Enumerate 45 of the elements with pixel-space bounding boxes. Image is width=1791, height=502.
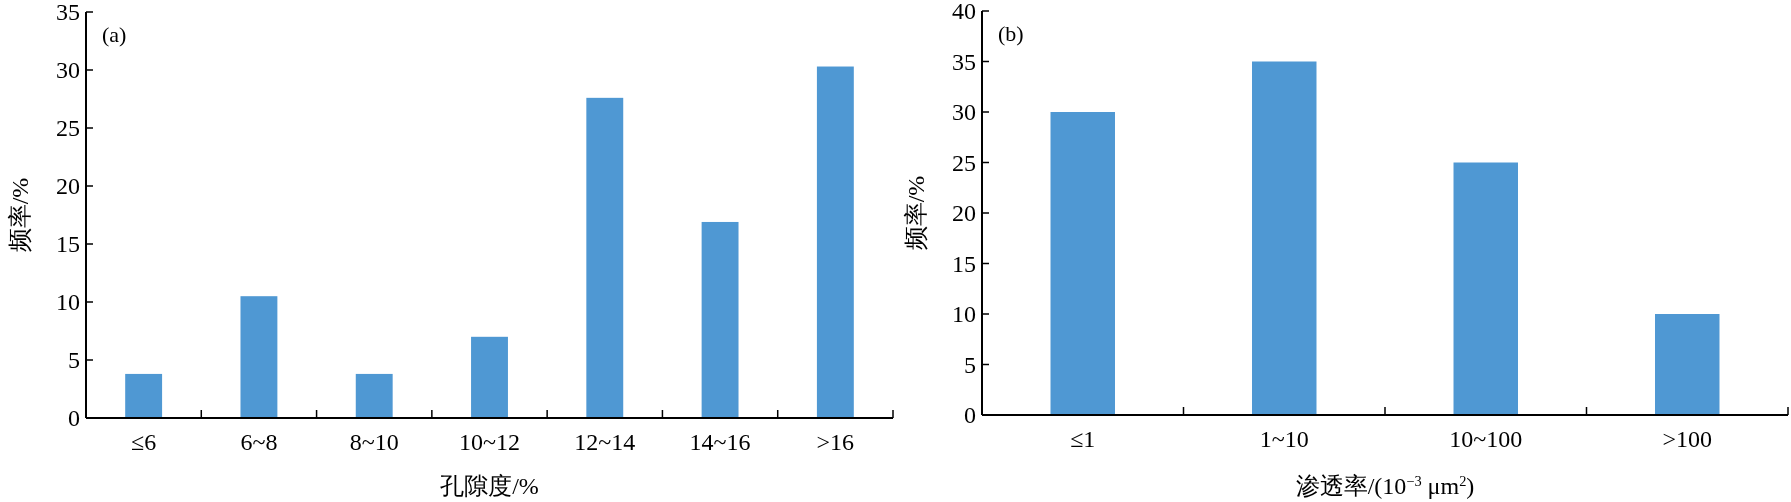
bar xyxy=(1050,112,1115,415)
bar xyxy=(1655,314,1720,415)
y-tick-label: 25 xyxy=(56,115,80,141)
x-tick-label: 8~10 xyxy=(349,429,399,455)
y-tick-label: 10 xyxy=(56,289,80,315)
y-tick-label: 15 xyxy=(952,250,976,277)
bar xyxy=(586,97,624,418)
x-tick-label: 10~12 xyxy=(459,429,520,455)
x-tick-label: 10~100 xyxy=(1449,426,1523,452)
y-axis-title: 频率/% xyxy=(903,175,929,251)
x-tick-label: ≤6 xyxy=(131,429,157,455)
annotation: (b) xyxy=(998,21,1024,46)
x-tick-label: ≤1 xyxy=(1070,426,1096,452)
annotation: (a) xyxy=(102,22,127,47)
x-axis-title: 孔隙度/% xyxy=(440,473,539,499)
bar xyxy=(240,296,278,418)
bar xyxy=(1252,61,1317,415)
y-tick-label: 25 xyxy=(952,149,976,176)
x-tick-label: 1~10 xyxy=(1259,426,1309,452)
y-tick-label: 35 xyxy=(952,48,976,75)
y-tick-label: 5 xyxy=(68,347,80,373)
bar xyxy=(701,221,739,418)
y-tick-label: 35 xyxy=(56,0,80,25)
y-tick-label: 20 xyxy=(952,200,976,226)
y-tick-label: 10 xyxy=(952,301,976,327)
y-tick-label: 30 xyxy=(56,57,80,83)
bar xyxy=(1453,162,1518,415)
bar xyxy=(471,336,508,418)
y-tick-label: 5 xyxy=(964,351,976,378)
y-tick-label: 15 xyxy=(56,231,80,257)
y-tick-label: 0 xyxy=(68,405,80,431)
bar xyxy=(125,373,163,418)
x-tick-label: 12~14 xyxy=(574,429,636,455)
x-tick-label: >16 xyxy=(816,429,855,455)
y-tick-label: 40 xyxy=(952,0,976,24)
x-tick-label: 14~16 xyxy=(689,429,751,455)
x-tick-label: >100 xyxy=(1662,426,1713,452)
y-tick-label: 20 xyxy=(56,173,80,199)
bar xyxy=(355,373,393,418)
y-tick-label: 0 xyxy=(964,402,976,428)
y-tick-label: 30 xyxy=(952,99,976,125)
bar xyxy=(816,66,854,418)
x-axis-title: 渗透率/(10$^{−3}$ μm$^{2}$) xyxy=(1295,473,1475,499)
y-axis-title: 频率/% xyxy=(7,177,33,253)
x-tick-label: 6~8 xyxy=(240,429,278,455)
